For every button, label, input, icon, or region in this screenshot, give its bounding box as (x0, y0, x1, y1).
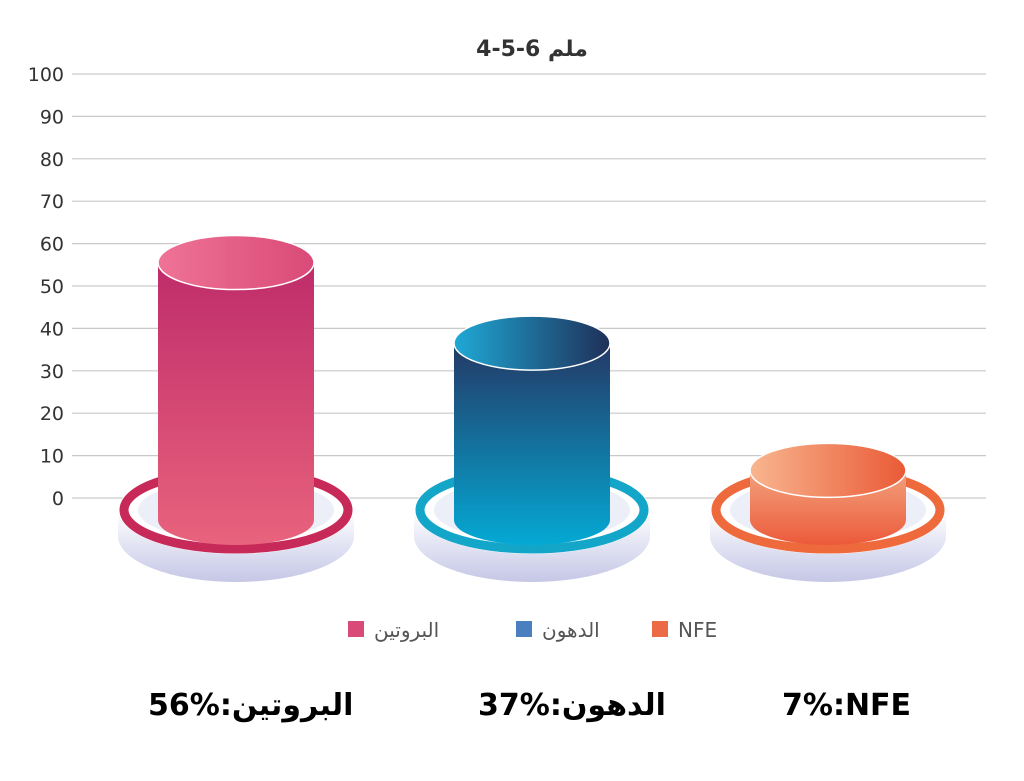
y-tick-label: 60 (40, 234, 64, 256)
y-tick-label: 100 (28, 64, 64, 86)
y-tick-label: 50 (40, 276, 64, 298)
y-tick-label: 80 (40, 149, 64, 171)
legend-item-2: NFE (652, 618, 717, 642)
summary-sep: : (549, 688, 562, 723)
y-tick-label: 90 (40, 106, 64, 128)
legend-label: البروتين (374, 618, 439, 642)
legend-swatch (348, 621, 364, 637)
legend-item-0: البروتين (348, 618, 439, 642)
y-tick-label: 70 (40, 191, 64, 213)
summary-value: 56% (148, 688, 220, 723)
summary-nfe: 7% : NFE (782, 688, 911, 723)
summary-label: NFE (844, 688, 912, 723)
bar-cap (453, 315, 611, 371)
chart-title: 4-5-6 ملم (476, 37, 588, 62)
bar-cap (157, 234, 315, 291)
bar-body (158, 262, 314, 545)
bar-cap (749, 442, 907, 499)
summary-protein: 56% : البروتين (148, 688, 353, 723)
bar-1 (414, 315, 650, 582)
y-axis: 0 10 20 30 40 50 60 70 80 90 100 (28, 64, 64, 510)
summary-fat: 37% : الدهون (478, 688, 666, 723)
legend-label: NFE (678, 618, 717, 642)
legend: البروتين الدهون NFE (348, 618, 717, 642)
y-tick-label: 10 (40, 446, 64, 468)
legend-item-1: الدهون (516, 618, 600, 642)
summary-sep: : (832, 688, 845, 723)
summary-sep: : (219, 688, 232, 723)
y-tick-label: 30 (40, 361, 64, 383)
bars (118, 234, 946, 582)
legend-swatch (652, 621, 668, 637)
summary-label: البروتين (231, 688, 354, 723)
summary-value: 37% (478, 688, 550, 723)
legend-swatch (516, 621, 532, 637)
bar-body (454, 343, 610, 545)
y-tick-label: 0 (52, 488, 64, 510)
summary-label: الدهون (561, 688, 666, 723)
y-tick-label: 20 (40, 403, 64, 425)
legend-label: الدهون (542, 618, 600, 642)
summary-value: 7% (782, 688, 833, 723)
bar-2 (710, 442, 946, 582)
bar-0 (118, 234, 354, 582)
y-tick-label: 40 (40, 318, 64, 340)
